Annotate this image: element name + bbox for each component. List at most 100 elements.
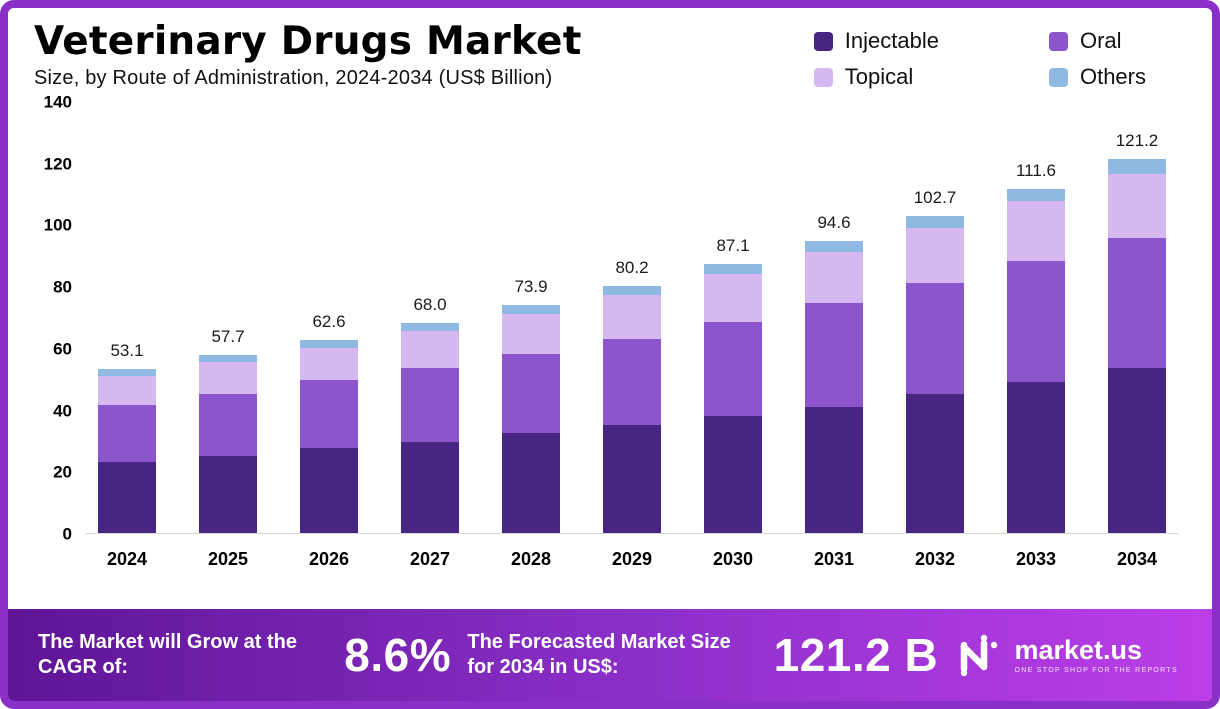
bar-stack <box>1007 188 1065 533</box>
x-axis-label: 2026 <box>308 549 350 569</box>
segment-topical <box>704 273 762 322</box>
bar-stack <box>704 264 762 533</box>
legend-swatch-injectable <box>813 31 833 51</box>
bar-stack <box>906 216 964 533</box>
cagr-value: 8.6% <box>344 629 452 681</box>
x-axis-label: 2030 <box>712 549 754 569</box>
segment-others <box>199 354 257 362</box>
bar-group-2030: 87.1 2030 <box>704 102 762 569</box>
segment-others <box>401 323 459 331</box>
x-axis-label: 2034 <box>1116 549 1158 569</box>
segment-others <box>98 369 156 376</box>
segment-others <box>1108 159 1166 174</box>
segment-topical <box>906 227 964 284</box>
brand-tagline: ONE STOP SHOP FOR THE REPORTS <box>1014 667 1178 675</box>
segment-injectable <box>1108 367 1166 533</box>
legend-swatch-topical <box>813 67 833 87</box>
bar-group-2025: 57.7 2025 <box>199 102 257 569</box>
segment-others <box>704 264 762 274</box>
segment-topical <box>401 330 459 368</box>
y-axis: 0 20 40 60 80 100 120 140 <box>32 94 86 543</box>
segment-injectable <box>603 425 661 533</box>
bar-total-label: 73.9 <box>514 277 548 296</box>
page-subtitle: Size, by Route of Administration, 2024-2… <box>34 66 553 89</box>
segment-topical <box>603 295 661 339</box>
segment-injectable <box>906 394 964 533</box>
bar-total-label: 94.6 <box>817 213 851 233</box>
y-tick-label: 60 <box>53 339 72 359</box>
y-tick-label: 20 <box>53 462 72 482</box>
brand-logo: market.us ONE STOP SHOP FOR THE REPORTS <box>954 631 1177 679</box>
segment-injectable <box>98 462 156 533</box>
bar-stack <box>401 323 459 533</box>
titles: Veterinary Drugs Market Size, by Route o… <box>34 19 582 90</box>
legend-swatch-others <box>1048 67 1068 87</box>
x-axis-label: 2027 <box>409 549 451 569</box>
segment-injectable <box>199 455 257 533</box>
segment-topical <box>502 313 560 355</box>
x-axis-label: 2028 <box>510 549 552 569</box>
bar-total-label: 62.6 <box>312 311 346 331</box>
page-title: Veterinary Drugs Market <box>34 19 582 64</box>
segment-topical <box>805 252 863 304</box>
forecast-label: The Forecasted Market Size for 2034 in U… <box>467 631 731 678</box>
bar-total-label: 68.0 <box>413 295 447 315</box>
segment-topical <box>98 375 156 405</box>
segment-topical <box>1108 173 1166 239</box>
bar-stack <box>300 339 358 533</box>
x-axis-label: 2033 <box>1015 549 1057 569</box>
bar-group-2028: 73.9 2028 <box>502 102 560 569</box>
bar-group-2024: 53.1 2024 <box>98 102 156 569</box>
bar-group-2026: 62.6 2026 <box>300 102 358 569</box>
segment-oral <box>805 303 863 407</box>
bar-group-2032: 102.7 2032 <box>906 102 964 569</box>
plot: 53.1 2024 57.7 2025 62.6 2026 68.0 2027 73.9 2028… <box>86 102 1178 569</box>
legend-item-oral: Oral <box>1048 28 1146 54</box>
legend-swatch-oral <box>1048 31 1068 51</box>
segment-oral <box>502 354 560 433</box>
segment-oral <box>906 283 964 395</box>
segment-oral <box>199 394 257 456</box>
legend-label: Topical <box>844 64 914 89</box>
segment-oral <box>98 404 156 463</box>
x-axis-label: 2029 <box>611 549 653 569</box>
legend-label: Injectable <box>844 28 939 53</box>
bar-group-2029: 80.2 2029 <box>603 102 661 569</box>
segment-oral <box>1007 261 1065 382</box>
y-tick-label: 140 <box>43 92 72 112</box>
y-tick-label: 120 <box>43 154 72 174</box>
legend-label: Others <box>1079 64 1146 89</box>
segment-injectable <box>502 432 560 533</box>
footer-banner: The Market will Grow at the CAGR of: 8.6… <box>8 609 1212 701</box>
forecast-value: 121.2 B <box>773 629 939 681</box>
bar-group-2031: 94.6 2031 <box>805 102 863 569</box>
segment-injectable <box>1007 381 1065 533</box>
brand-name: market.us <box>1014 634 1143 665</box>
bar-total-label: 80.2 <box>615 257 649 277</box>
bar-total-label: 102.7 <box>913 188 957 208</box>
marketus-icon <box>961 634 998 677</box>
bar-stack <box>502 305 560 533</box>
bar-stack <box>199 354 257 533</box>
bar-total-label: 57.7 <box>211 326 245 346</box>
segment-injectable <box>300 448 358 533</box>
x-axis-label: 2024 <box>106 549 148 569</box>
segment-injectable <box>805 406 863 533</box>
segment-topical <box>1007 201 1065 262</box>
bar-group-2033: 111.6 2033 <box>1007 102 1065 569</box>
segment-oral <box>300 380 358 449</box>
segment-injectable <box>401 441 459 533</box>
x-axis-label: 2031 <box>813 549 855 569</box>
segment-others <box>805 241 863 253</box>
legend: Injectable Oral Topical Others <box>813 28 1146 90</box>
segment-oral <box>704 321 762 416</box>
bar-group-2027: 68.0 2027 <box>401 102 459 569</box>
header: Veterinary Drugs Market Size, by Route o… <box>8 8 1212 90</box>
legend-item-injectable: Injectable <box>813 28 939 54</box>
x-axis-label: 2025 <box>207 549 249 569</box>
bar-stack <box>1108 159 1166 533</box>
segment-injectable <box>704 415 762 533</box>
bars: 53.1 2024 57.7 2025 62.6 2026 68.0 2027 73.9 2028… <box>86 102 1178 569</box>
segment-others <box>300 339 358 348</box>
segment-others <box>603 285 661 296</box>
